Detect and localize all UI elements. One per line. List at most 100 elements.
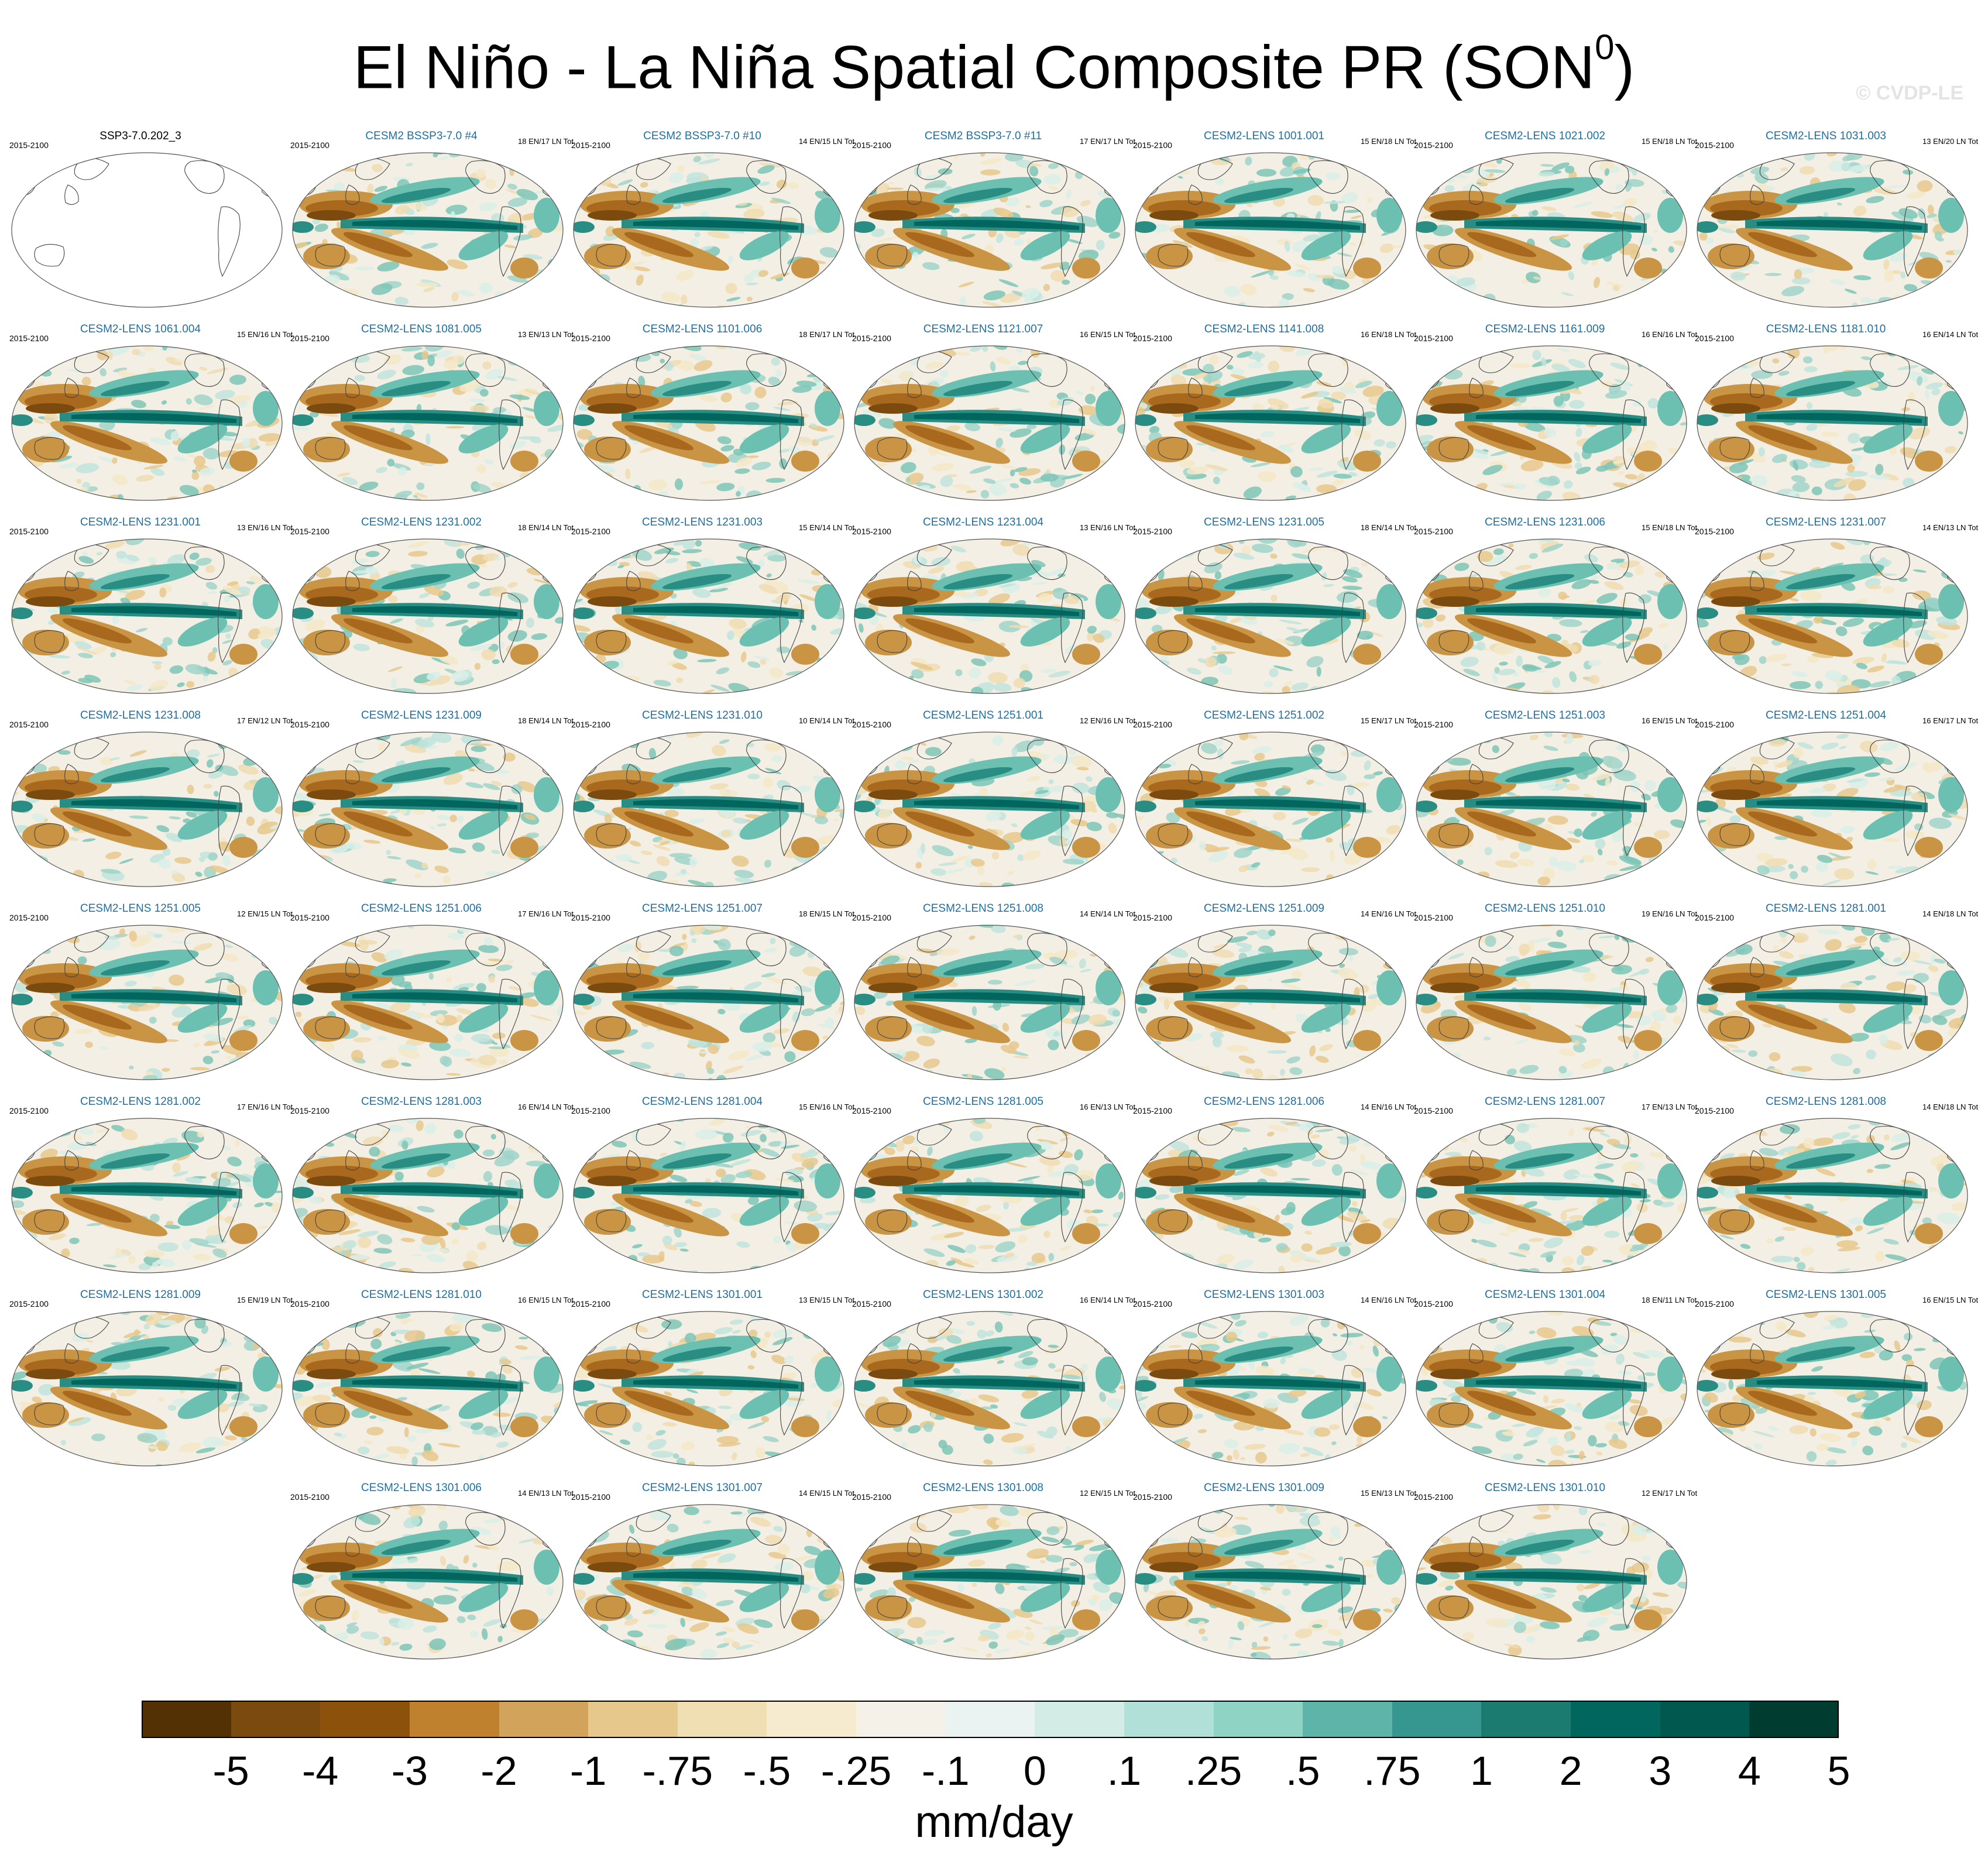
- panel-event-counts: 16 EN/15 LN Tot: [518, 1296, 574, 1304]
- map-plot: [573, 538, 844, 694]
- panel-title: CESM2 BSSP3-7.0 #10: [643, 130, 761, 142]
- colorbar-tick-label: -1: [570, 1748, 607, 1794]
- map-field: [1135, 346, 1406, 500]
- panel-period: 2015-2100: [1695, 527, 1734, 536]
- map-field: [1135, 1505, 1406, 1659]
- colorbar-tick-label: 3: [1649, 1748, 1672, 1794]
- panel-period: 2015-2100: [290, 1106, 329, 1115]
- map-plot: [11, 1118, 283, 1273]
- colorbar-swatch: [1213, 1701, 1303, 1738]
- map-plot: [854, 1504, 1125, 1660]
- map-field: [1697, 925, 1968, 1080]
- panel-event-counts: 18 EN/17 LN Tot: [518, 137, 574, 146]
- map-field: [854, 1118, 1125, 1273]
- panel-event-counts: 15 EN/14 LN Tot: [799, 523, 855, 532]
- panel-title: CESM2-LENS 1251.010: [1485, 902, 1605, 915]
- map-panel: 2015-2100 CESM2-LENS 1231.008 17 EN/12 LN …: [0, 702, 293, 895]
- panel-period: 2015-2100: [1695, 334, 1734, 343]
- map-plot: [573, 1118, 844, 1273]
- panel-title: CESM2-LENS 1281.002: [80, 1095, 201, 1108]
- map-plot: [292, 538, 564, 694]
- map-plot: [1135, 1311, 1406, 1467]
- colorbar-tick-label: 5: [1827, 1748, 1850, 1794]
- panel-title: CESM2-LENS 1101.006: [642, 323, 763, 335]
- map-plot: [573, 1311, 844, 1467]
- colorbar-tick-label: 1: [1470, 1748, 1493, 1794]
- panel-event-counts: 18 EN/17 LN Tot: [799, 330, 855, 339]
- panel-event-counts: 18 EN/14 LN Tot: [1361, 523, 1417, 532]
- panel-event-counts: 14 EN/13 LN Tot: [518, 1489, 574, 1498]
- panel-title: CESM2-LENS 1161.009: [1485, 323, 1605, 335]
- colorbar-tick-label: .1: [1107, 1748, 1142, 1794]
- colorbar-tick-label: .25: [1184, 1748, 1242, 1794]
- map-panel: 2015-2100 CESM2-LENS 1251.004 16 EN/17 LN …: [1685, 702, 1978, 895]
- map-panel: 2015-2100 CESM2-LENS 1251.005 12 EN/15 LN …: [0, 895, 293, 1088]
- panel-event-counts: 16 EN/18 LN Tot: [1361, 330, 1417, 339]
- map-field: [854, 539, 1125, 693]
- panel-event-counts: 14 EN/15 LN Tot: [799, 1489, 855, 1498]
- map-panel: 2015-2100 CESM2-LENS 1181.010 16 EN/14 LN …: [1685, 316, 1978, 509]
- map-panel: 2015-2100 CESM2-LENS 1121.007 16 EN/15 LN …: [843, 316, 1135, 509]
- map-panel: 2015-2100 CESM2-LENS 1251.007 18 EN/15 LN …: [562, 895, 854, 1088]
- colorbar-swatch: [409, 1701, 500, 1738]
- panel-title: CESM2-LENS 1251.008: [923, 902, 1043, 915]
- map-panel: 2015-2100 SSP3-7.0.202_3: [0, 123, 283, 316]
- colorbar-tick-label: .5: [1286, 1748, 1320, 1794]
- map-field: [1697, 346, 1968, 500]
- panel-title: CESM2-LENS 1281.007: [1485, 1095, 1605, 1108]
- panel-period: 2015-2100: [1695, 1106, 1734, 1115]
- panel-period: 2015-2100: [571, 1299, 610, 1309]
- panel-title: CESM2-LENS 1281.008: [1766, 1095, 1886, 1108]
- panel-event-counts: 16 EN/14 LN Tot: [1080, 1296, 1136, 1304]
- map-plot: [1697, 731, 1968, 887]
- panel-title: CESM2-LENS 1231.005: [1204, 516, 1324, 528]
- map-field: [854, 925, 1125, 1080]
- panel-period: 2015-2100: [1414, 1492, 1453, 1502]
- map-plot: [1416, 1311, 1687, 1467]
- panel-period: 2015-2100: [852, 1492, 891, 1502]
- colorbar-tick-label: -5: [212, 1748, 249, 1794]
- panel-event-counts: 14 EN/15 LN Tot: [799, 137, 855, 146]
- panel-event-counts: 17 EN/13 LN Tot: [1642, 1103, 1698, 1111]
- colorbar-swatch: [142, 1701, 232, 1738]
- colorbar-swatch: [1571, 1701, 1661, 1738]
- map-panel: 2015-2100 CESM2-LENS 1231.007 14 EN/13 LN …: [1685, 509, 1978, 702]
- map-plot: [573, 1504, 844, 1660]
- panel-title: CESM2-LENS 1231.010: [642, 709, 763, 722]
- panel-period: 2015-2100: [9, 527, 49, 536]
- panel-event-counts: 12 EN/16 LN Tot: [1080, 716, 1136, 725]
- panel-event-counts: 10 EN/14 LN Tot: [799, 716, 855, 725]
- map-plot: [11, 731, 283, 887]
- map-plot: [1135, 731, 1406, 887]
- panel-period: 2015-2100: [571, 1106, 610, 1115]
- panel-event-counts: 17 EN/16 LN Tot: [518, 909, 574, 918]
- map-field: [1416, 1311, 1687, 1466]
- panel-period: 2015-2100: [9, 1299, 49, 1309]
- map-panel: 2015-2100 CESM2-LENS 1301.006 14 EN/13 LN …: [281, 1475, 574, 1668]
- panel-period: 2015-2100: [852, 527, 891, 536]
- map-plot: [1135, 1118, 1406, 1273]
- map-field: [12, 346, 282, 500]
- colorbar-swatch: [677, 1701, 767, 1738]
- panel-title: CESM2-LENS 1231.002: [361, 516, 482, 528]
- panel-title: CESM2-LENS 1081.005: [361, 323, 482, 335]
- panel-title: CESM2-LENS 1231.009: [361, 709, 482, 722]
- map-field: [1697, 732, 1968, 887]
- panel-event-counts: 16 EN/15 LN Tot: [1922, 1296, 1979, 1304]
- panel-period: 2015-2100: [1133, 913, 1172, 922]
- map-panel: 2015-2100 CESM2-LENS 1231.009 18 EN/14 LN …: [281, 702, 574, 895]
- title-superscript: 0: [1595, 28, 1615, 67]
- panel-title: CESM2-LENS 1251.002: [1204, 709, 1324, 722]
- map-panel: 2015-2100 CESM2-LENS 1251.001 12 EN/16 LN …: [843, 702, 1135, 895]
- map-panel: 2015-2100 CESM2-LENS 1251.003 16 EN/15 LN …: [1405, 702, 1697, 895]
- panel-event-counts: 17 EN/16 LN Tot: [237, 1103, 293, 1111]
- figure-title: El Niño - La Niña Spatial Composite PR (…: [0, 18, 1988, 106]
- map-field: [1697, 539, 1968, 693]
- map-field: [854, 346, 1125, 500]
- panel-event-counts: 15 EN/16 LN Tot: [799, 1103, 855, 1111]
- panel-title: CESM2-LENS 1281.005: [923, 1095, 1043, 1108]
- map-field: [574, 153, 844, 307]
- panel-event-counts: 14 EN/13 LN Tot: [1922, 523, 1979, 532]
- map-plot: [1416, 345, 1687, 501]
- panel-event-counts: 16 EN/17 LN Tot: [1922, 716, 1979, 725]
